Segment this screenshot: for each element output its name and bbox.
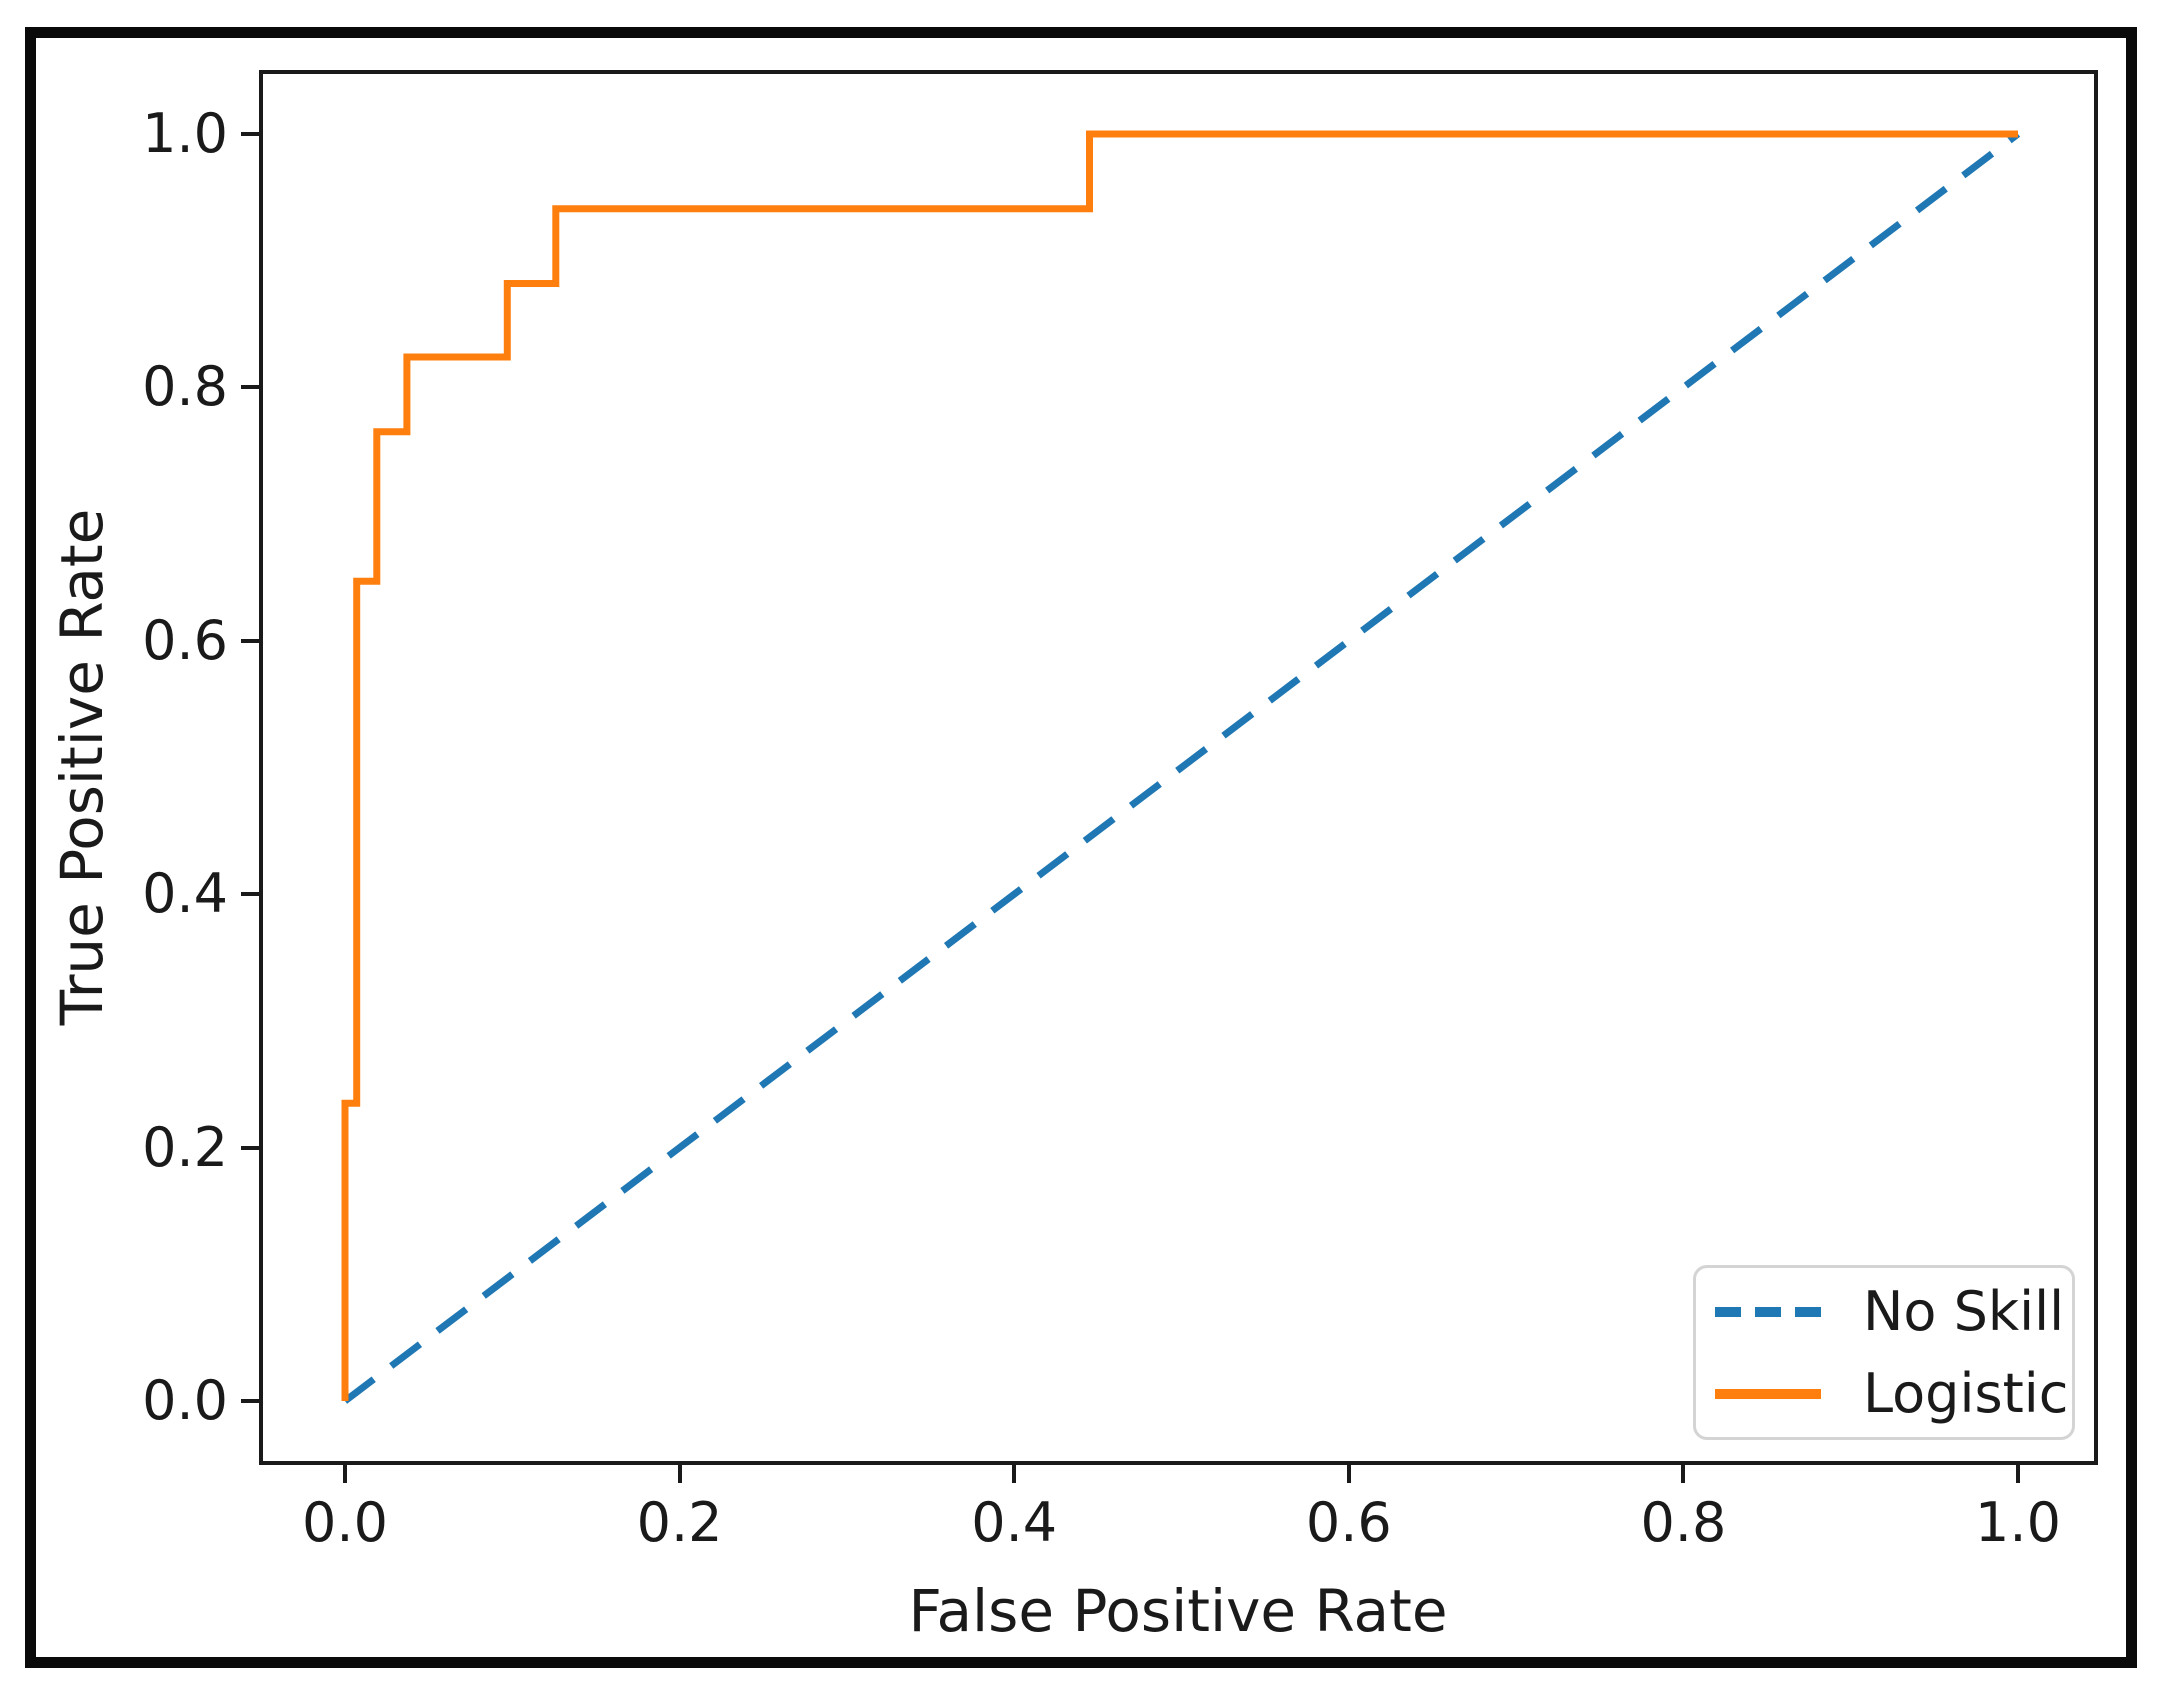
plot-spines (259, 70, 2098, 1465)
y-tick-label: 1.0 (142, 102, 228, 165)
x-tick-label: 0.6 (1305, 1491, 1392, 1554)
x-tick-mark (1012, 1465, 1017, 1483)
legend: No Skill Logistic (1693, 1265, 2075, 1440)
y-tick-label: 0.8 (142, 355, 228, 419)
y-tick-label: 0.2 (142, 1115, 228, 1179)
y-tick-label: 0.6 (142, 608, 228, 672)
x-tick-mark (1346, 1465, 1351, 1483)
y-tick-label: 0.0 (142, 1369, 228, 1432)
x-tick-label: 1.0 (1975, 1491, 2061, 1554)
y-tick-mark (241, 132, 259, 136)
x-tick-mark (1681, 1465, 1686, 1483)
x-tick-mark (677, 1465, 682, 1483)
legend-label-logistic: Logistic (1863, 1362, 2069, 1425)
legend-item-no-skill: No Skill (1715, 1276, 2072, 1348)
x-tick-label: 0.4 (971, 1491, 1058, 1554)
y-tick-mark (241, 1399, 259, 1403)
x-tick-label: 0.0 (302, 1491, 388, 1554)
legend-label-no-skill: No Skill (1863, 1280, 2065, 1343)
y-tick-mark (241, 892, 259, 897)
y-tick-mark (241, 385, 259, 390)
y-axis-label: True Positive Rate (48, 508, 116, 1026)
y-tick-mark (241, 638, 259, 643)
x-tick-label: 0.2 (636, 1491, 723, 1554)
legend-item-logistic: Logistic (1715, 1358, 2072, 1430)
logistic-curve (341, 130, 2018, 1401)
plot-area (259, 70, 2098, 1465)
x-tick-mark (2016, 1465, 2020, 1483)
no-skill-line (342, 131, 2021, 1404)
y-tick-mark (241, 1145, 259, 1150)
x-tick-label: 0.8 (1640, 1491, 1727, 1554)
logistic-solid-line-sample (1715, 1388, 1821, 1399)
x-axis-label: False Positive Rate (908, 1577, 1448, 1645)
no-skill-dashed-line-sample (1715, 1306, 1821, 1317)
x-tick-mark (343, 1465, 347, 1483)
y-tick-label: 0.4 (142, 862, 228, 926)
roc-chart (259, 70, 2098, 1465)
